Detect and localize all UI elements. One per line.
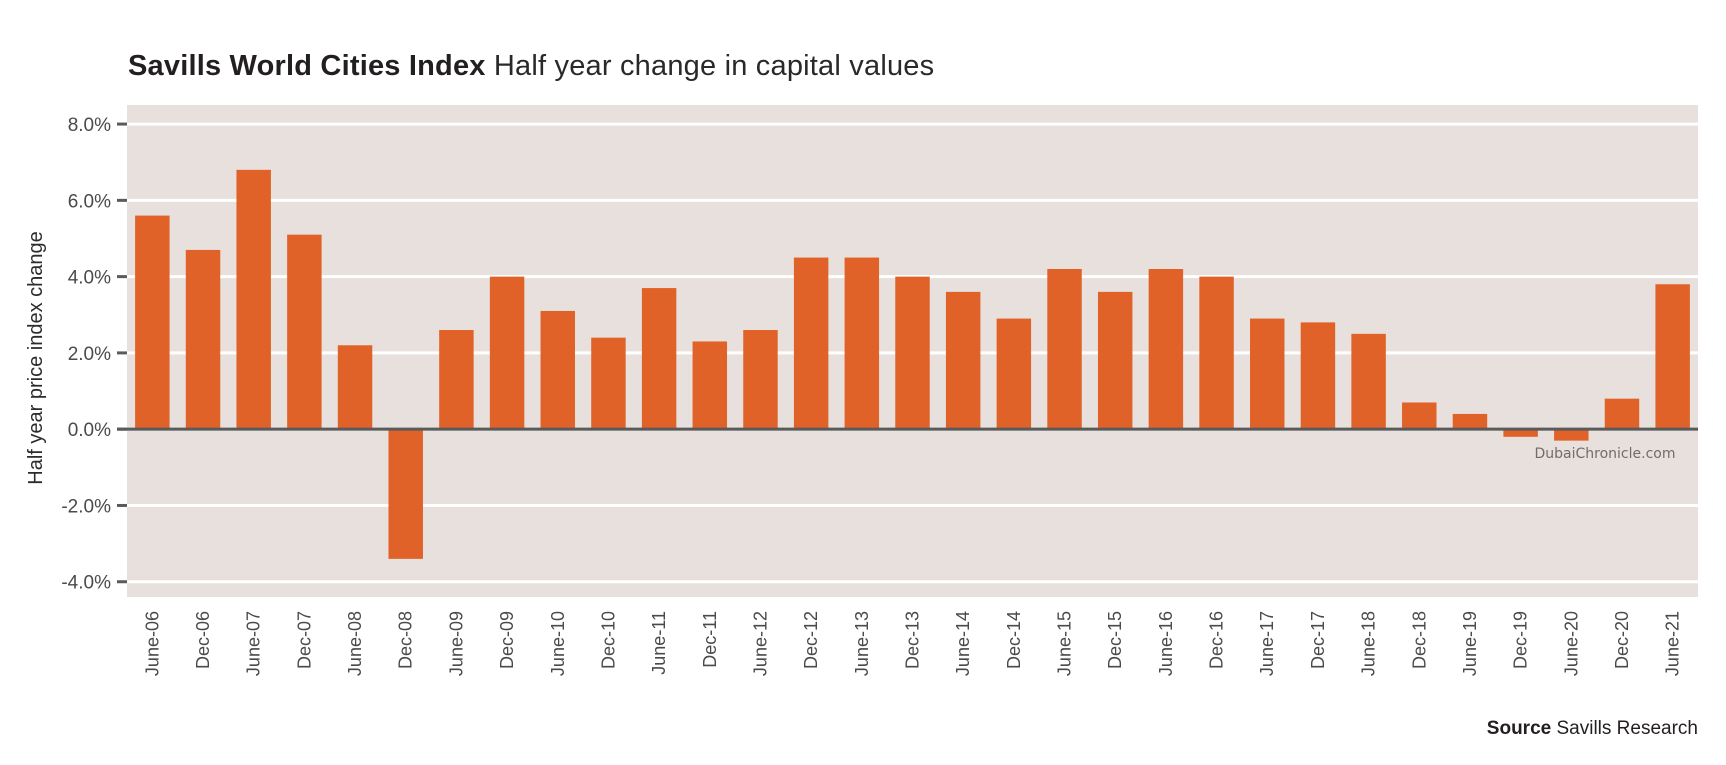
bar <box>1300 322 1336 430</box>
bar <box>1655 284 1690 430</box>
bar <box>1554 429 1589 441</box>
bar <box>1047 269 1082 430</box>
x-tick-label: June-19 <box>1460 611 1480 676</box>
bar <box>591 337 626 430</box>
y-tick-label: -4.0% <box>61 573 111 594</box>
x-tick-label: June-14 <box>953 611 973 676</box>
y-tick-label: 8.0% <box>68 115 111 136</box>
y-tick-label: 2.0% <box>68 344 111 365</box>
x-tick-label: June-11 <box>649 611 669 675</box>
x-tick-label: June-13 <box>852 611 872 676</box>
x-tick-label: Dec-12 <box>801 611 821 669</box>
chart-title-bold: Savills World Cities Index <box>128 50 486 82</box>
x-tick-label: Dec-07 <box>294 611 314 669</box>
bar <box>641 288 677 430</box>
bar <box>996 318 1032 430</box>
y-tick-label: 0.0% <box>68 420 111 441</box>
x-tick-label: Dec-19 <box>1511 611 1531 669</box>
y-tick-label: 4.0% <box>68 268 111 289</box>
chart-subtitle: Half year change in capital values <box>493 50 935 82</box>
bar <box>287 234 322 430</box>
x-tick-label: Dec-08 <box>396 611 416 669</box>
bar <box>1351 333 1386 430</box>
source-label: Source <box>1486 718 1552 739</box>
bar <box>337 345 373 430</box>
bar <box>692 341 728 430</box>
x-tick-label: Dec-06 <box>193 611 213 669</box>
bar <box>844 257 880 430</box>
bar <box>236 169 271 430</box>
bar <box>895 276 930 430</box>
bar <box>540 310 575 430</box>
bar <box>1199 276 1234 430</box>
x-tick-label: Dec-16 <box>1207 611 1227 669</box>
x-tick-label: June-06 <box>142 611 162 676</box>
x-tick-label: June-12 <box>750 611 770 676</box>
bar <box>489 276 525 430</box>
bar <box>1452 413 1488 430</box>
x-tick-label: June-16 <box>1156 611 1176 676</box>
x-tick-label: June-21 <box>1663 611 1683 676</box>
x-axis: June-06 Dec-06 June-07 Dec-07 June-08 Dec-08 J… <box>142 611 1682 676</box>
bar <box>439 330 474 430</box>
x-tick-label: Dec-17 <box>1308 611 1328 669</box>
source-text: Savills Research <box>1556 718 1699 739</box>
bar <box>388 429 423 559</box>
x-tick-label: June-07 <box>244 611 264 676</box>
bar <box>1503 429 1538 437</box>
x-tick-label: June-15 <box>1055 611 1075 676</box>
bar <box>1148 269 1184 430</box>
x-tick-label: Dec-09 <box>497 611 517 669</box>
source-note: Source Savills Research <box>1487 718 1698 740</box>
x-tick-label: Dec-13 <box>903 611 923 669</box>
bar <box>185 249 221 430</box>
x-tick-label: Dec-14 <box>1004 611 1024 669</box>
x-tick-label: Dec-10 <box>598 611 618 669</box>
bar <box>1402 402 1437 430</box>
x-tick-label: Dec-11 <box>700 611 720 668</box>
chart-title: Savills World Cities Index Half year cha… <box>128 50 934 83</box>
x-tick-label: June-20 <box>1561 611 1581 676</box>
bar <box>1604 398 1640 430</box>
x-tick-label: June-09 <box>446 611 466 676</box>
watermark: DubaiChronicle.com <box>1535 446 1676 462</box>
bar <box>135 215 170 430</box>
y-tick-label: -2.0% <box>61 496 111 517</box>
bars <box>135 169 1690 559</box>
x-tick-label: Dec-20 <box>1612 611 1632 669</box>
x-tick-label: June-10 <box>548 611 568 676</box>
x-tick-label: June-18 <box>1359 611 1379 676</box>
y-tick-label: 6.0% <box>68 191 111 212</box>
y-axis: 8.0% 6.0% 4.0% 2.0% 0.0% -2.0% -4.0% <box>61 115 127 594</box>
bar <box>743 330 778 430</box>
x-tick-label: June-17 <box>1257 611 1277 676</box>
x-tick-label: June-08 <box>345 611 365 676</box>
y-axis-label: Half year price index change <box>25 231 47 484</box>
x-tick-label: Dec-15 <box>1105 611 1125 669</box>
bar <box>1097 291 1133 430</box>
bar <box>945 291 981 430</box>
x-tick-label: Dec-18 <box>1409 611 1429 669</box>
bar <box>793 257 829 430</box>
bar <box>1250 318 1285 430</box>
